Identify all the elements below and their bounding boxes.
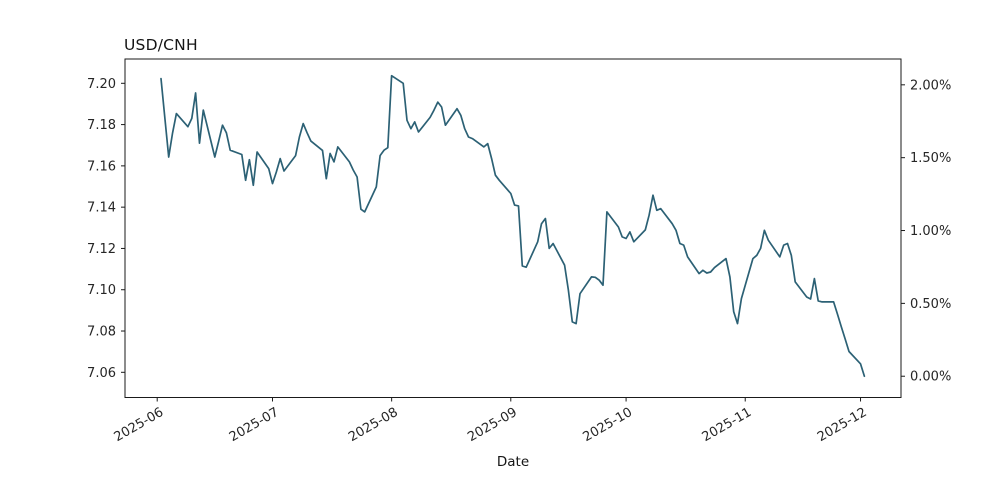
x-axis-label: Date <box>496 454 530 470</box>
x-tick-label: 2025-11 <box>700 405 755 445</box>
x-tick-label: 2025-12 <box>815 405 870 445</box>
y-right-tick-label: 0.00% <box>910 370 951 385</box>
y-left-tick-label: 7.14 <box>87 201 116 216</box>
y-right-tick-label: 1.00% <box>910 224 951 239</box>
chart-title: USD/CNH <box>124 36 198 54</box>
usdcnh-line-series <box>160 74 866 378</box>
y-left-tick-label: 7.18 <box>87 118 116 133</box>
y-right-tick-label: 1.50% <box>910 151 951 166</box>
x-tick-label: 2025-09 <box>465 405 520 445</box>
y-left-tick-label: 7.06 <box>87 366 116 381</box>
y-left-tick-label: 7.10 <box>87 283 116 298</box>
y-left-tick-label: 7.12 <box>87 242 116 257</box>
y-left-tick-label: 7.16 <box>87 159 116 174</box>
y-right-tick-label: 2.00% <box>910 78 951 93</box>
plot-frame <box>124 58 902 398</box>
y-left-tick-label: 7.08 <box>87 325 116 340</box>
y-left-tick-label: 7.20 <box>87 77 116 92</box>
y-right-tick-label: 0.50% <box>910 297 951 312</box>
x-tick-label: 2025-10 <box>581 405 636 445</box>
x-tick-label: 2025-08 <box>346 405 401 445</box>
x-tick-label: 2025-06 <box>112 405 167 445</box>
x-tick-label: 2025-07 <box>227 405 282 445</box>
